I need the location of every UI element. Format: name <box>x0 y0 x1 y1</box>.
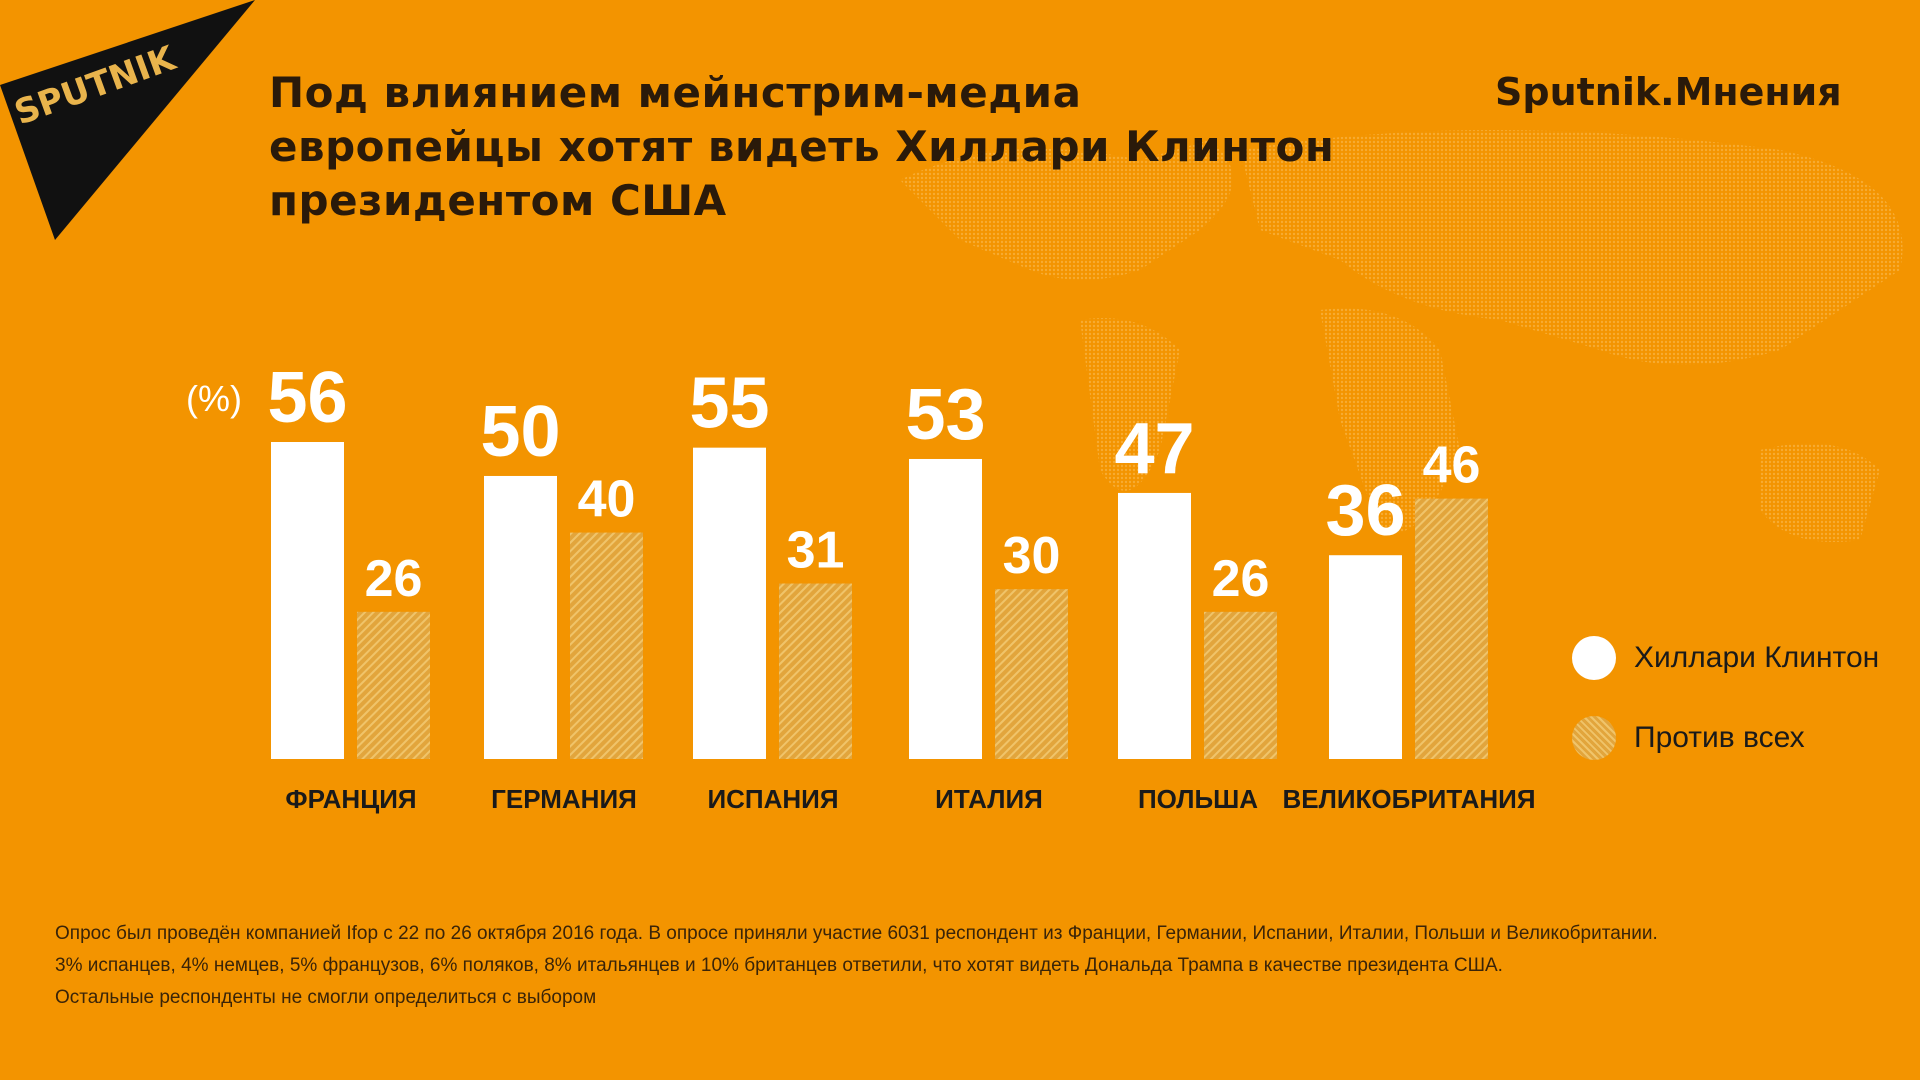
title-line: европейцы хотят видеть Хиллари Клинтон <box>269 122 1335 171</box>
page-title: Под влиянием мейнстрим-медиа европейцы х… <box>269 66 1334 228</box>
value-label: 31 <box>787 522 845 580</box>
legend-swatch-clinton <box>1572 636 1616 680</box>
value-label: 36 <box>1325 471 1405 551</box>
category-label: ФРАНЦИЯ <box>285 784 416 814</box>
value-label: 55 <box>689 364 769 444</box>
unit-label: (%) <box>186 378 242 419</box>
value-label: 26 <box>365 550 423 608</box>
value-label: 30 <box>1003 527 1061 585</box>
sputnik-logo: SPUTNIK <box>0 0 255 240</box>
bar-clinton <box>1118 492 1191 759</box>
footnotes: Опрос был проведён компанией Ifop с 22 п… <box>55 918 1658 1014</box>
bar-against <box>779 583 852 759</box>
category-label: ГЕРМАНИЯ <box>491 784 637 814</box>
category-label: ИСПАНИЯ <box>707 784 838 814</box>
legend-label: Хиллари Клинтон <box>1634 641 1880 674</box>
bar-clinton <box>909 458 982 759</box>
legend-swatch-against <box>1572 716 1616 760</box>
title-line: президентом США <box>269 176 727 225</box>
bar-clinton <box>693 447 766 759</box>
value-label: 56 <box>267 358 347 438</box>
value-label: 47 <box>1114 409 1194 489</box>
brand-label: Sputnik.Мнения <box>1495 70 1842 114</box>
legend: Хиллари Клинтон Против всех <box>1572 636 1879 760</box>
category-label: ИТАЛИЯ <box>935 784 1043 814</box>
footnote: Опрос был проведён компанией Ifop с 22 п… <box>55 923 1658 944</box>
bar-clinton <box>484 475 557 759</box>
value-label: 46 <box>1423 437 1481 495</box>
value-label: 40 <box>578 471 636 529</box>
legend-item-against: Против всех <box>1572 716 1879 760</box>
bar-against <box>1204 611 1277 759</box>
value-label: 53 <box>905 375 985 455</box>
bar-against <box>995 589 1068 759</box>
title-line: Под влиянием мейнстрим-медиа <box>269 68 1082 117</box>
legend-item-clinton: Хиллари Клинтон <box>1572 636 1879 680</box>
world-map-background <box>900 130 1903 542</box>
bar-against <box>1415 498 1488 759</box>
value-label: 50 <box>480 392 560 472</box>
footnote: Остальные респонденты не смогли определи… <box>55 987 597 1008</box>
legend-label: Против всех <box>1634 721 1805 754</box>
bar-clinton <box>271 442 344 759</box>
bar-against <box>357 611 430 759</box>
bar-against <box>570 532 643 759</box>
category-label: ПОЛЬША <box>1138 784 1258 814</box>
bar-clinton <box>1329 555 1402 759</box>
value-label: 26 <box>1212 550 1270 608</box>
footnote: 3% испанцев, 4% немцев, 5% французов, 6%… <box>55 955 1503 976</box>
category-label: ВЕЛИКОБРИТАНИЯ <box>1282 784 1535 814</box>
